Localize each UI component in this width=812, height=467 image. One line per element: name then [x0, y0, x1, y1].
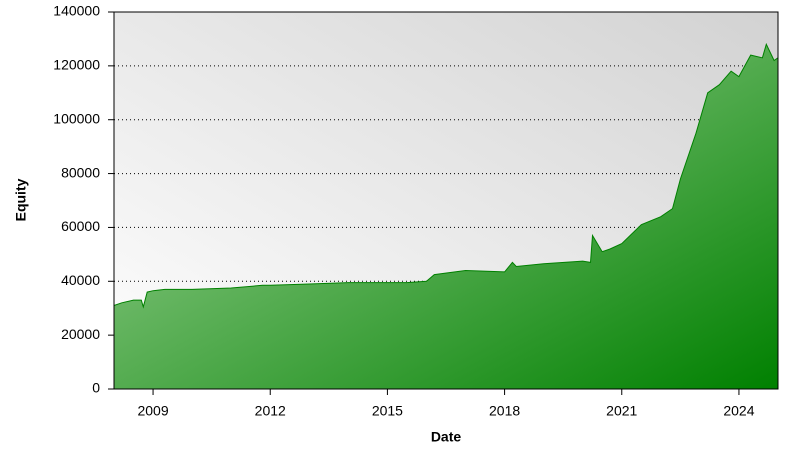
area [114, 44, 778, 390]
y-tick-label: 140000 [53, 3, 100, 19]
x-tick-label: 2015 [372, 403, 403, 419]
y-axis-title: Equity [13, 178, 29, 221]
x-tick-label: 2024 [723, 403, 754, 419]
plot-frame [113, 11, 779, 390]
y-tick-label: 60000 [61, 218, 100, 234]
x-axis-title: Date [431, 429, 462, 445]
plot [113, 42, 779, 390]
x-tick-label: 2018 [489, 403, 520, 419]
y-tick-label: 100000 [53, 110, 100, 126]
y-tick-label: 0 [92, 380, 100, 396]
y-tick-label: 40000 [61, 272, 100, 288]
y-tick-label: 80000 [61, 164, 100, 180]
y-tick-label: 120000 [53, 57, 100, 73]
line [113, 42, 779, 309]
x-tick-label: 2009 [137, 403, 168, 419]
y-tick-label: 20000 [61, 326, 100, 342]
x-tick-label: 2021 [606, 403, 637, 419]
x-tick-label: 2012 [255, 403, 286, 419]
